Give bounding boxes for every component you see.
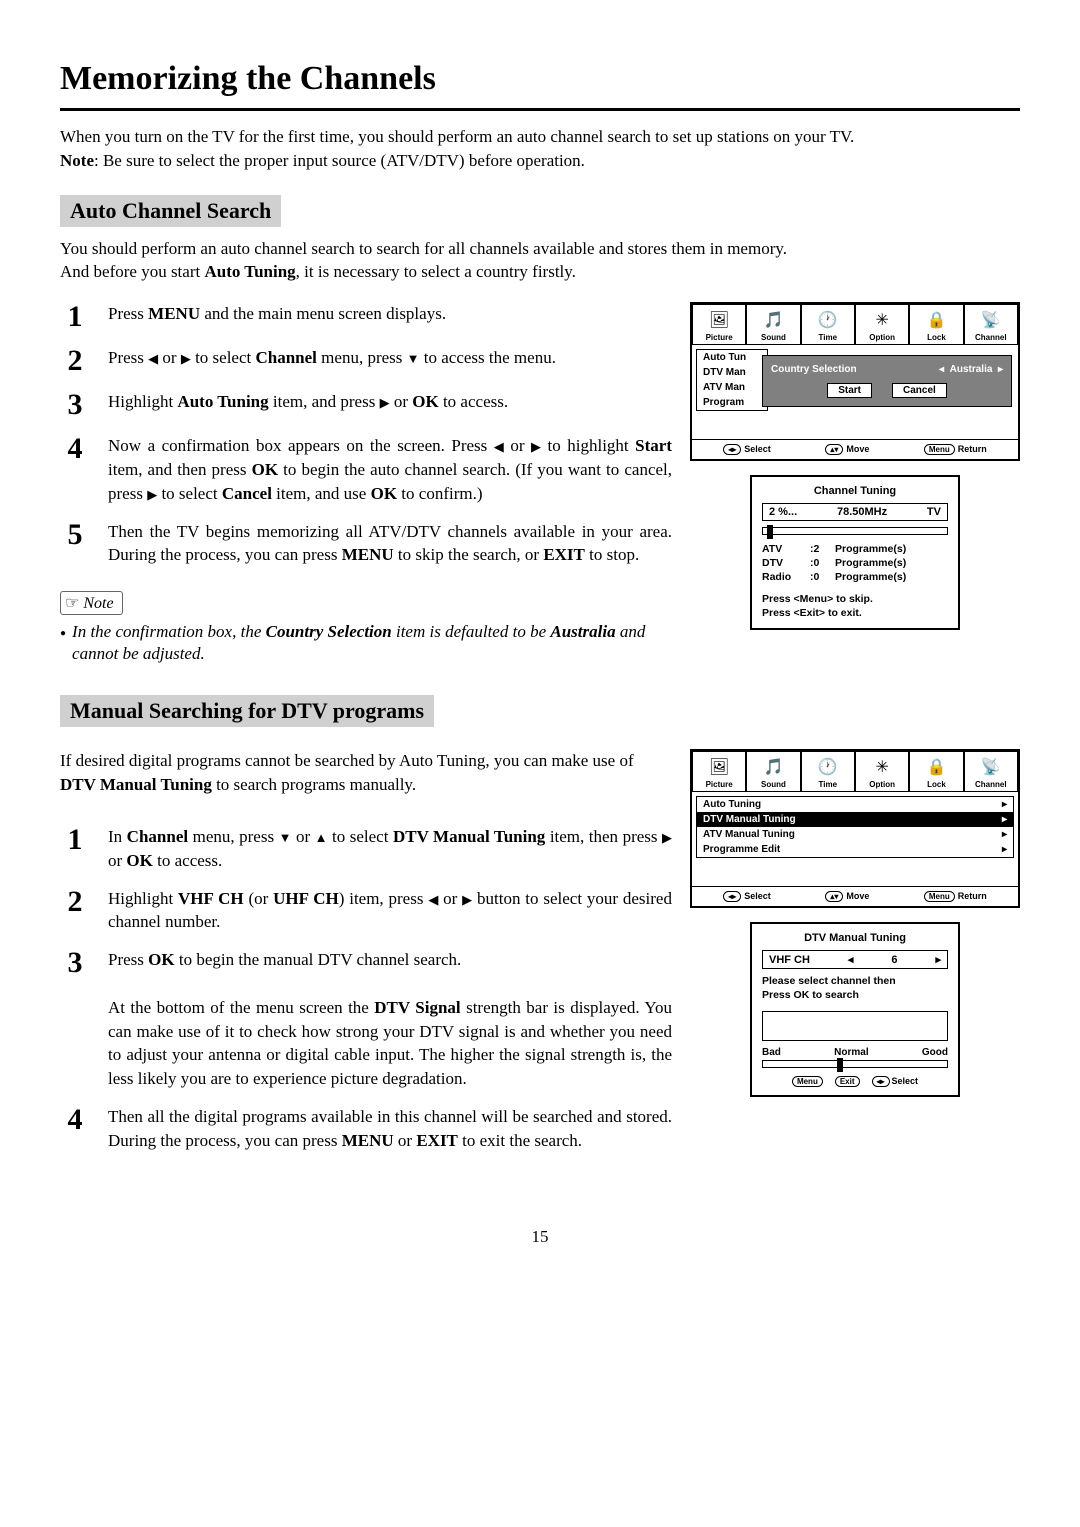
osd-item[interactable]: ATV Man (697, 380, 767, 395)
tuning-row: Radio:0Programme(s) (762, 571, 948, 583)
step2-3: Press OK to begin the manual DTV channel… (108, 948, 672, 1091)
osd-tab-lock[interactable]: 🔒Lock (909, 304, 963, 345)
osd-tab-sound[interactable]: 🎵Sound (746, 751, 800, 792)
osd-tab-option[interactable]: ✳Option (855, 751, 909, 792)
section1-intro: You should perform an auto channel searc… (60, 237, 1020, 285)
dtv-preview (762, 1011, 948, 1041)
step-4: Now a confirmation box appears on the sc… (108, 434, 672, 505)
signal-bar (762, 1060, 948, 1068)
osd-hint: Select Move Return (692, 439, 1018, 459)
osd-item[interactable]: DTV Man (697, 365, 767, 380)
osd-item[interactable]: DTV Manual Tuning▸ (697, 812, 1013, 827)
country-popup: Country Selection ◂ Australia ▸ Start Ca… (762, 355, 1012, 407)
intro-line1: When you turn on the TV for the first ti… (60, 127, 854, 146)
osd-screen-2: 🖼Picture🎵Sound🕐Time✳Option🔒Lock📡Channel … (690, 749, 1020, 908)
section1-header: Auto Channel Search (60, 195, 281, 227)
page-title: Memorizing the Channels (60, 60, 1020, 98)
cancel-button[interactable]: Cancel (892, 383, 947, 398)
dtv-manual-tuning-box: DTV Manual Tuning VHF CH ◂ 6 ▸ Please se… (750, 922, 960, 1096)
step-5: Then the TV begins memorizing all ATV/DT… (108, 520, 672, 568)
page-number: 15 (60, 1227, 1020, 1247)
intro-note-text: : Be sure to select the proper input sou… (94, 151, 585, 170)
step-2: Press ◀ or ▶ to select Channel menu, pre… (108, 346, 672, 376)
step-1: Press MENU and the main menu screen disp… (108, 302, 672, 332)
osd-tab-picture[interactable]: 🖼Picture (692, 751, 746, 792)
section2-steps: If desired digital programs cannot be se… (60, 749, 672, 1166)
osd-item[interactable]: Auto Tun (697, 350, 767, 365)
osd-tab-lock[interactable]: 🔒Lock (909, 751, 963, 792)
osd-tab-channel[interactable]: 📡Channel (964, 304, 1018, 345)
osd-tab-channel[interactable]: 📡Channel (964, 751, 1018, 792)
tuning-row: ATV:2Programme(s) (762, 543, 948, 555)
section2-header: Manual Searching for DTV programs (60, 695, 434, 727)
step2-1: In Channel menu, press ▼ or ▲ to select … (108, 825, 672, 873)
osd-tab-time[interactable]: 🕐Time (801, 304, 855, 345)
step2-2: Highlight VHF CH (or UHF CH) item, press… (108, 887, 672, 935)
intro: When you turn on the TV for the first ti… (60, 125, 1020, 173)
note-badge: Note (60, 591, 123, 615)
section1-steps: 1Press MENU and the main menu screen dis… (60, 302, 672, 695)
note-text: In the confirmation box, the Country Sel… (60, 621, 672, 665)
osd-tab-time[interactable]: 🕐Time (801, 751, 855, 792)
osd-tab-picture[interactable]: 🖼Picture (692, 304, 746, 345)
intro-note-label: Note (60, 151, 94, 170)
osd-item[interactable]: Auto Tuning▸ (697, 797, 1013, 812)
osd-tab-sound[interactable]: 🎵Sound (746, 304, 800, 345)
osd-tab-option[interactable]: ✳Option (855, 304, 909, 345)
osd-item[interactable]: ATV Manual Tuning▸ (697, 827, 1013, 842)
tuning-row: DTV:0Programme(s) (762, 557, 948, 569)
title-rule (60, 108, 1020, 111)
osd-item[interactable]: Programme Edit▸ (697, 842, 1013, 857)
osd-item[interactable]: Program (697, 395, 767, 410)
tuning-slider (762, 527, 948, 535)
osd-screen-1: 🖼Picture🎵Sound🕐Time✳Option🔒Lock📡Channel … (690, 302, 1020, 461)
start-button[interactable]: Start (827, 383, 872, 398)
channel-tuning-box: Channel Tuning 2 %... 78.50MHz TV ATV:2P… (750, 475, 960, 630)
osd-hint-2: Select Move Return (692, 886, 1018, 906)
section2-intro: If desired digital programs cannot be se… (60, 749, 672, 797)
step-3: Highlight Auto Tuning item, and press ▶ … (108, 390, 672, 420)
step2-4: Then all the digital programs available … (108, 1105, 672, 1153)
